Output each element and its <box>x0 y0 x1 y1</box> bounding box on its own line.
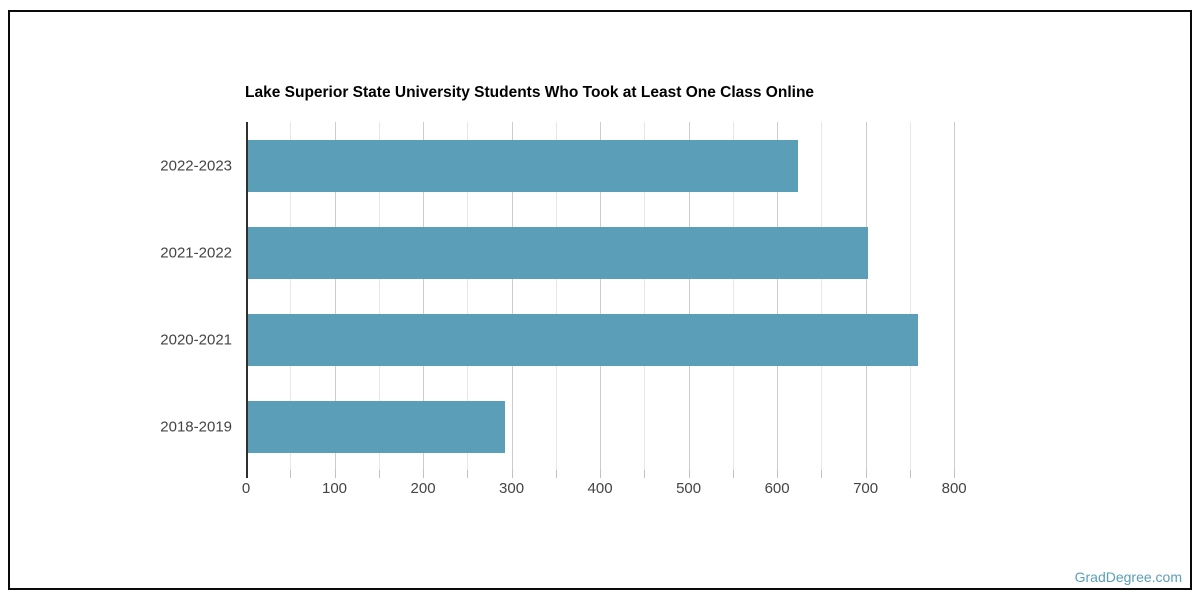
x-axis-labels: 0 100 200 300 400 500 600 700 800 <box>242 480 986 500</box>
y-axis-label: 2021-2022 <box>160 244 232 261</box>
x-axis-tick <box>511 470 513 478</box>
gridline <box>954 122 956 470</box>
gridline <box>290 122 292 470</box>
watermark-link[interactable]: GradDegree.com <box>1074 569 1182 585</box>
gridline <box>423 122 425 470</box>
x-axis-tick <box>555 470 557 478</box>
bar-2018-2019 <box>246 400 506 453</box>
x-axis-tick <box>290 470 292 478</box>
gridline <box>821 122 823 470</box>
x-axis-tick <box>600 470 602 478</box>
x-axis-tick-label: 200 <box>410 480 436 497</box>
gridline <box>644 122 646 470</box>
x-axis-tick <box>378 470 380 478</box>
gridline <box>378 122 380 470</box>
gridline <box>555 122 557 470</box>
x-axis-tick-label: 100 <box>322 480 348 497</box>
x-axis-tick-label: 800 <box>941 480 967 497</box>
bar-2022-2023 <box>246 139 799 192</box>
gridline <box>777 122 779 470</box>
chart-border-frame <box>8 10 1192 590</box>
x-axis-tick-label: 500 <box>676 480 702 497</box>
y-axis-label: 2018-2019 <box>160 418 232 435</box>
x-axis-tick <box>732 470 734 478</box>
y-axis-label: 2020-2021 <box>160 331 232 348</box>
x-axis-tick <box>644 470 646 478</box>
y-axis-baseline <box>246 122 248 470</box>
x-axis-tick <box>334 470 336 478</box>
gridline <box>732 122 734 470</box>
x-axis-tick <box>909 470 911 478</box>
x-axis-tick <box>865 470 867 478</box>
x-axis-tick-label: 400 <box>587 480 613 497</box>
gridline <box>865 122 867 470</box>
x-axis-tick-label: 700 <box>853 480 879 497</box>
x-axis-tick <box>777 470 779 478</box>
x-axis-tick <box>821 470 823 478</box>
gridline <box>688 122 690 470</box>
x-axis-tick-label: 0 <box>241 480 251 497</box>
x-axis-tick <box>467 470 469 478</box>
gridline <box>334 122 336 470</box>
gridline <box>467 122 469 470</box>
plot-area <box>246 122 986 470</box>
x-axis-ticks <box>246 470 986 478</box>
gridline <box>600 122 602 470</box>
bar-2020-2021 <box>246 313 918 366</box>
x-axis-tick <box>246 470 248 478</box>
x-axis-tick <box>423 470 425 478</box>
y-axis-label: 2022-2023 <box>160 157 232 174</box>
x-axis-tick-label: 600 <box>764 480 790 497</box>
chart-title: Lake Superior State University Students … <box>245 84 815 101</box>
x-axis-tick-label: 300 <box>499 480 525 497</box>
bar-2021-2022 <box>246 226 869 279</box>
y-axis-labels: 2022-2023 2021-2022 2020-2021 2018-2019 <box>0 122 232 470</box>
gridline <box>511 122 513 470</box>
x-axis-tick <box>954 470 956 478</box>
gridline <box>909 122 911 470</box>
x-axis-tick <box>688 470 690 478</box>
